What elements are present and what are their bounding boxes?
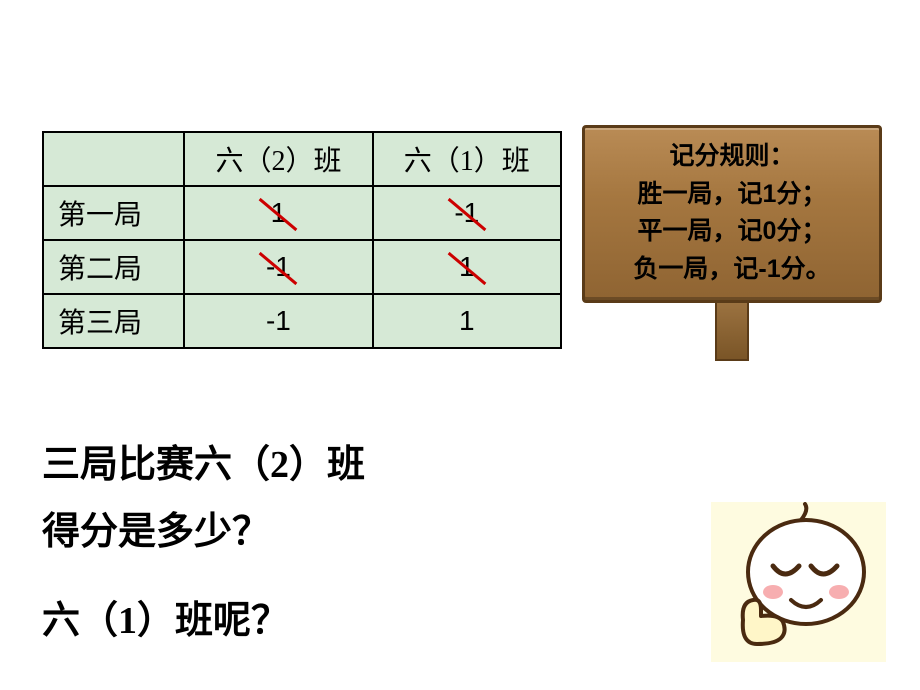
rules-sign: 记分规则： 胜一局，记1分； 平一局，记0分； 负一局，记-1分。 (582, 125, 882, 361)
table-row: 第二局 -1 1 (43, 240, 561, 294)
cell-r2-c2: 1 (373, 240, 561, 294)
col-head-class2: 六（2）班 (184, 132, 372, 186)
table-row: 第三局 -1 1 (43, 294, 561, 348)
sign-line: 平一局，记0分； (593, 213, 871, 251)
col-head-class1: 六（1）班 (373, 132, 561, 186)
cell-r2-c1: -1 (184, 240, 372, 294)
sign-post (715, 303, 749, 361)
sign-line: 胜一局，记1分； (593, 176, 871, 214)
cell-r1-c2: -1 (373, 186, 561, 240)
cell-value: 1 (459, 305, 475, 336)
sign-line: 负一局，记-1分。 (593, 251, 871, 289)
cell-r3-c2: 1 (373, 294, 561, 348)
table-corner (43, 132, 184, 186)
question-line3: 六（1）班呢？ (42, 591, 365, 652)
table-row: 第一局 1 -1 (43, 186, 561, 240)
row-label: 第二局 (43, 240, 184, 294)
question-block: 三局比赛六（2）班 得分是多少？ 六（1）班呢？ (42, 435, 365, 651)
cell-r3-c1: -1 (184, 294, 372, 348)
mascot-icon (711, 502, 886, 662)
row-label: 第三局 (43, 294, 184, 348)
question-line1: 三局比赛六（2）班 (42, 435, 365, 496)
sign-title: 记分规则： (593, 138, 871, 176)
question-line2: 得分是多少？ (42, 502, 365, 563)
row-label: 第一局 (43, 186, 184, 240)
cell-r1-c1: 1 (184, 186, 372, 240)
score-table: 六（2）班 六（1）班 第一局 1 -1 第二局 -1 1 第三局 -1 1 (42, 131, 562, 349)
cell-value: -1 (266, 305, 291, 336)
sign-board: 记分规则： 胜一局，记1分； 平一局，记0分； 负一局，记-1分。 (582, 125, 882, 303)
